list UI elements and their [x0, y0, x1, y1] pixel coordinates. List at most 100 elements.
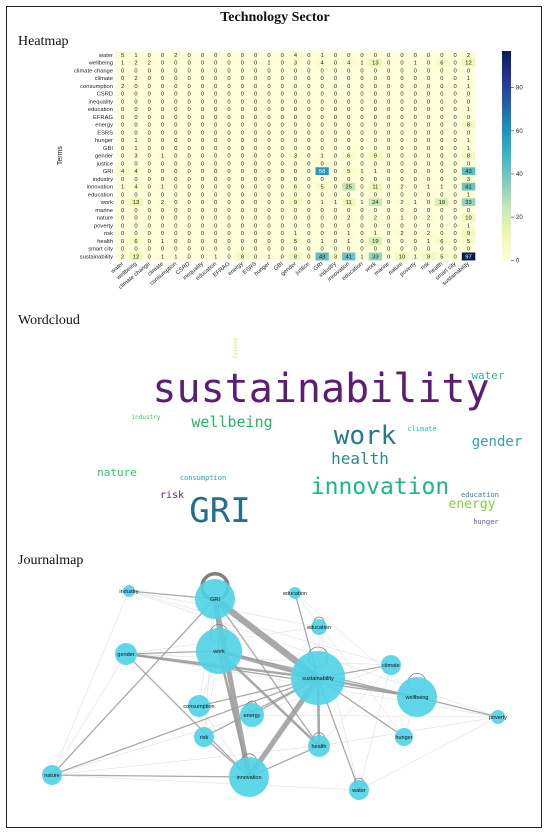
heatmap-cell	[302, 58, 316, 67]
heatmap-cell-value: 0	[387, 138, 390, 144]
heatmap-cell	[408, 213, 423, 222]
heatmap-cell-value: 0	[188, 115, 191, 121]
network-node-label: energy	[244, 713, 261, 719]
heatmap-cell	[222, 51, 236, 59]
heatmap-cell	[142, 175, 157, 183]
heatmap-cell-value: 0	[281, 161, 284, 167]
heatmap-cell	[249, 51, 263, 59]
heatmap-cell	[435, 82, 449, 90]
heatmap-cell	[302, 237, 316, 245]
heatmap-cell	[315, 198, 329, 207]
heatmap-cell-value: 8	[467, 123, 470, 129]
heatmap-cell	[142, 151, 157, 160]
heatmap-cell	[288, 252, 303, 261]
heatmap-cell-value: 0	[440, 216, 443, 222]
heatmap-cell	[195, 213, 210, 222]
heatmap-cell	[328, 66, 343, 75]
heatmap-cell	[435, 105, 449, 114]
colorbar-tick-label: 60	[516, 129, 523, 135]
heatmap-cell-value: 1	[414, 254, 417, 260]
heatmap-cell	[355, 136, 369, 145]
heatmap-cell-value: 0	[440, 138, 443, 144]
heatmap-cell	[328, 190, 343, 199]
heatmap-cell-value: 0	[254, 216, 257, 222]
heatmap-cell-value: 8	[241, 254, 244, 260]
network-node: health	[308, 735, 330, 757]
heatmap-cell	[342, 144, 356, 152]
heatmap-cell	[182, 159, 196, 168]
heatmap-cell	[142, 105, 157, 114]
heatmap-cell	[262, 213, 276, 222]
heatmap-cell	[182, 229, 196, 238]
heatmap-cell-value: 0	[241, 216, 244, 222]
heatmap-cell-value: 0	[360, 84, 363, 90]
heatmap-cell	[328, 182, 343, 191]
heatmap-cell	[395, 182, 409, 191]
heatmap-cell	[155, 128, 170, 137]
heatmap-cell-value: 0	[294, 146, 297, 152]
heatmap-cell-value: 0	[121, 123, 124, 129]
heatmap-cell	[302, 213, 316, 222]
heatmap-cell-value: 0	[307, 99, 310, 105]
network-node-label: climate	[382, 663, 399, 669]
heatmap-cell	[302, 136, 316, 145]
heatmap-cell	[142, 221, 157, 230]
heatmap-cell	[435, 237, 449, 245]
heatmap-cell-value: 0	[400, 192, 403, 198]
heatmap-cell	[129, 198, 143, 207]
heatmap-cell	[355, 206, 369, 214]
heatmap-cell-value: 1	[321, 239, 324, 245]
heatmap-cell-value: 0	[427, 208, 430, 214]
heatmap-cell	[395, 128, 409, 137]
heatmap-cell-value: 0	[347, 247, 350, 253]
heatmap-cell	[382, 113, 396, 121]
heatmap-cell	[421, 159, 436, 168]
heatmap-cell	[222, 175, 236, 183]
heatmap-cell-value: 1	[347, 231, 350, 237]
heatmap-cell	[142, 51, 157, 59]
heatmap-cell-value: 0	[414, 76, 417, 82]
heatmap-cell	[421, 66, 436, 75]
heatmap-cell-value: 0	[267, 107, 270, 113]
heatmap-cell	[382, 229, 396, 238]
heatmap-cell	[342, 136, 356, 145]
heatmap-cell-value: 0	[454, 192, 457, 198]
heatmap-cell-value: 0	[281, 68, 284, 74]
heatmap-cell	[182, 89, 196, 98]
heatmap-cell-value: 5	[347, 169, 350, 175]
heatmap-cell	[395, 120, 409, 129]
heatmap-row-label: hunger	[95, 138, 113, 144]
heatmap-cell	[169, 136, 183, 145]
heatmap-cell	[382, 58, 396, 67]
heatmap-cell	[182, 252, 196, 261]
heatmap-cell	[368, 229, 383, 238]
heatmap-cell	[195, 144, 210, 152]
heatmap-cell-value: 0	[467, 247, 470, 253]
heatmap-cell-value: 0	[254, 254, 257, 260]
heatmap-cell	[302, 120, 316, 129]
network-node-label: GRI	[210, 597, 220, 603]
heatmap-cell-value: 6	[347, 154, 350, 160]
heatmap-cell-value: 0	[387, 99, 390, 105]
heatmap-cell-value: 0	[148, 200, 151, 206]
network-node-label: water	[351, 788, 366, 794]
network-node-circle	[194, 727, 214, 747]
heatmap-cell-value: 0	[161, 223, 164, 229]
heatmap-cell	[155, 120, 170, 129]
heatmap-row-label: wellbeing	[88, 61, 113, 67]
heatmap-cell-value: 19	[372, 239, 378, 245]
heatmap-cell	[328, 113, 343, 121]
heatmap-cell-value: 0	[334, 223, 337, 229]
network-node-circle	[115, 643, 137, 665]
heatmap-cell-value: 0	[214, 216, 217, 222]
heatmap-cell-value: 1	[334, 200, 337, 206]
heatmap-cell-value: 0	[400, 208, 403, 214]
heatmap-cell-value: 0	[267, 185, 270, 191]
heatmap-cell	[235, 144, 250, 152]
heatmap-cell	[448, 128, 462, 137]
heatmap-cell	[209, 82, 223, 90]
heatmap-cell	[461, 82, 476, 90]
heatmap-title: Heatmap	[18, 34, 69, 49]
heatmap-cell-value: 0	[360, 161, 363, 167]
heatmap-cell	[235, 175, 250, 183]
